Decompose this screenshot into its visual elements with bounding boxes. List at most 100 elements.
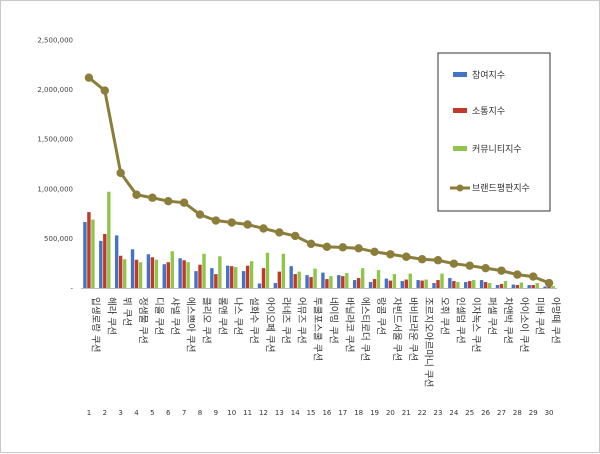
- x-category-label: 바비브라운 쿠션: [407, 297, 418, 361]
- point-브랜드평판지수-24: [449, 259, 459, 268]
- bar-참여지수-16: [321, 272, 325, 288]
- x-rank-label: 21: [402, 409, 411, 417]
- bar-커뮤니티지수-8: [202, 253, 206, 288]
- point-브랜드평판지수-8: [195, 210, 205, 219]
- bar-소통지수-4: [134, 259, 139, 288]
- x-rank-label: 1: [87, 409, 91, 417]
- bar-커뮤니티지수-20: [392, 274, 397, 288]
- point-브랜드평판지수-13: [275, 228, 284, 237]
- bar-소통지수-1: [87, 212, 91, 288]
- x-category-label: 에스쁘아 쿠션: [185, 297, 196, 352]
- bar-참여지수-24: [448, 278, 452, 288]
- x-rank-label: 14: [291, 409, 300, 417]
- x-rank-label: 22: [418, 409, 427, 417]
- bar-커뮤니티지수-25: [472, 280, 476, 288]
- bar-커뮤니티지수-7: [186, 262, 190, 288]
- x-category-label: 퍼셀 쿠션: [486, 297, 497, 335]
- y-tick-label: 2,500,000: [37, 37, 73, 45]
- bar-커뮤니티지수-4: [138, 262, 143, 288]
- x-category-label: 아이소이 쿠션: [518, 297, 529, 352]
- bar-참여지수-11: [241, 271, 246, 288]
- bar-소통지수-29: [531, 285, 535, 288]
- bar-커뮤니티지수-23: [440, 273, 444, 288]
- bar-커뮤니티지수-2: [107, 191, 111, 288]
- bar-소통지수-18: [356, 278, 361, 288]
- x-category-label: 롬앤 쿠션: [216, 297, 227, 335]
- point-브랜드평판지수-29: [529, 272, 538, 281]
- bar-소통지수-19: [372, 279, 377, 288]
- bar-참여지수-26: [479, 280, 484, 288]
- x-rank-label: 2: [103, 409, 107, 417]
- bar-참여지수-3: [114, 235, 119, 288]
- bar-소통지수-25: [468, 281, 472, 288]
- bar-참여지수-4: [130, 249, 135, 288]
- x-category-label: 헤라 쿠션: [105, 297, 117, 335]
- x-category-label: 조르지오아르마니 쿠션: [423, 297, 434, 387]
- x-category-label: 네이밍 쿠션: [327, 297, 338, 344]
- x-category-label: 입생로랑 쿠션: [89, 297, 101, 352]
- x-rank-label: 11: [243, 409, 252, 417]
- x-rank-label: 26: [481, 409, 490, 417]
- bar-커뮤니티지수-13: [281, 253, 286, 288]
- legend-label-참여지수: 참여지수: [472, 69, 505, 81]
- x-category-label: 설화수 쿠션: [248, 297, 259, 344]
- bar-소통지수-30: [547, 286, 551, 288]
- bar-커뮤니티지수-10: [234, 267, 238, 288]
- bar-커뮤니티지수-29: [535, 283, 539, 288]
- bar-커뮤니티지수-19: [376, 270, 381, 288]
- x-category-label: 오휘 쿠션: [439, 297, 450, 335]
- bar-커뮤니티지수-11: [249, 261, 254, 288]
- bar-소통지수-21: [404, 279, 408, 288]
- x-rank-label: 13: [275, 409, 284, 417]
- point-브랜드평판지수-11: [243, 220, 252, 229]
- x-category-label: 랑콤 쿠션: [375, 297, 387, 335]
- x-category-label: 자빈드서울 쿠션: [391, 297, 402, 361]
- bar-참여지수-9: [210, 268, 214, 288]
- x-rank-label: 9: [214, 409, 218, 417]
- point-브랜드평판지수-7: [179, 198, 189, 207]
- legend-label-소통지수: 소통지수: [472, 106, 505, 117]
- bar-소통지수-24: [452, 281, 456, 288]
- bar-참여지수-20: [384, 278, 389, 288]
- bar-참여지수-6: [162, 264, 166, 288]
- bar-커뮤니티지수-26: [487, 283, 492, 288]
- x-rank-label: 7: [182, 409, 186, 417]
- bar-소통지수-3: [118, 255, 123, 288]
- x-category-label: 정샘물 쿠션: [137, 297, 148, 344]
- bar-참여지수-27: [495, 285, 500, 288]
- bar-소통지수-11: [245, 265, 250, 288]
- bar-소통지수-10: [230, 266, 234, 288]
- bar-참여지수-1: [83, 222, 87, 288]
- bar-참여지수-30: [543, 286, 547, 288]
- x-rank-label: 8: [198, 409, 202, 417]
- legend-swatch-소통지수: [453, 108, 467, 113]
- legend-swatch-커뮤니티지수: [453, 146, 467, 151]
- bar-참여지수-23: [432, 283, 436, 288]
- point-브랜드평판지수-9: [211, 216, 221, 225]
- x-rank-label: 28: [513, 409, 522, 417]
- y-tick-label: 500,000: [44, 235, 73, 243]
- point-브랜드평판지수-2: [100, 86, 110, 95]
- bar-참여지수-10: [226, 265, 230, 288]
- point-브랜드평판지수-5: [148, 193, 157, 202]
- x-rank-label: 25: [465, 409, 474, 417]
- x-rank-label: 17: [338, 409, 347, 417]
- legend-label-브랜드평판지수: 브랜드평판지수: [472, 183, 530, 194]
- point-브랜드평판지수-18: [354, 244, 363, 253]
- bar-소통지수-15: [309, 277, 313, 288]
- bar-소통지수-5: [150, 257, 155, 288]
- point-브랜드평판지수-28: [513, 270, 522, 279]
- bar-커뮤니티지수-1: [91, 219, 95, 288]
- bar-참여지수-25: [464, 282, 468, 288]
- y-tick-label: 1,500,000: [37, 136, 73, 144]
- bar-소통지수-9: [214, 274, 218, 288]
- x-rank-label: 6: [166, 409, 171, 417]
- legend-swatch-참여지수: [453, 72, 467, 77]
- bar-소통지수-7: [182, 260, 186, 288]
- x-rank-label: 23: [434, 409, 443, 417]
- bar-참여지수-21: [400, 281, 404, 288]
- x-category-label: 바닐라코 쿠션: [343, 297, 354, 352]
- point-브랜드평판지수-1: [84, 73, 94, 82]
- x-rank-label: 16: [322, 409, 331, 417]
- y-tick-label: -: [70, 285, 73, 293]
